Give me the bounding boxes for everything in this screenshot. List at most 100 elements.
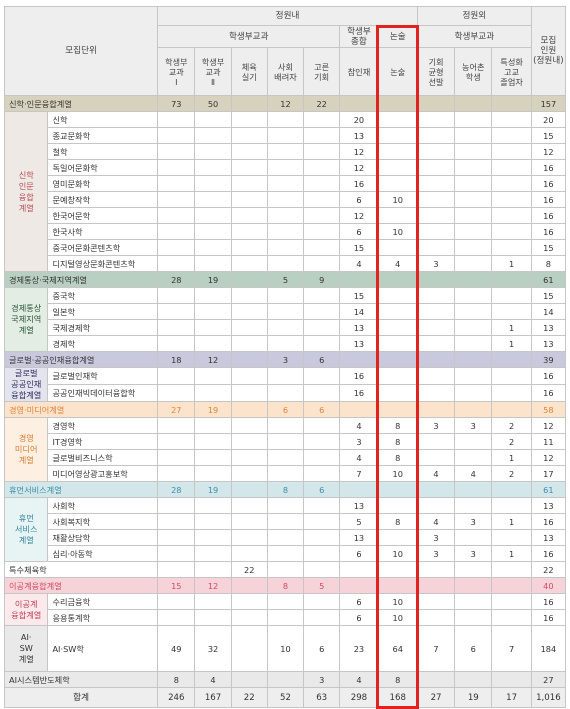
total-value: 298	[340, 688, 378, 708]
group-value	[231, 352, 267, 368]
cell-value	[231, 144, 267, 160]
cell-value: 8	[378, 418, 417, 434]
cell-value: 3	[417, 418, 454, 434]
group-name: 신학·인문융합계열	[5, 96, 158, 112]
cell-value	[158, 144, 195, 160]
cell-value	[304, 530, 340, 546]
cell-value	[231, 160, 267, 176]
cell-value	[231, 466, 267, 482]
cell-value	[231, 288, 267, 304]
cell-value: 13	[340, 128, 378, 144]
cell-value	[492, 304, 531, 320]
cell-value	[158, 336, 195, 352]
cell-value: 1	[492, 336, 531, 352]
cell-value	[378, 368, 417, 385]
unit-name: 종교문화학	[48, 128, 158, 144]
unit-name: 사회학	[48, 498, 158, 514]
cell-value	[378, 240, 417, 256]
cell-value	[195, 368, 231, 385]
cell-value: 3	[340, 434, 378, 450]
cell-value: 2	[492, 418, 531, 434]
header-in-quota: 정원내	[158, 7, 418, 26]
group-value: 5	[304, 578, 340, 594]
cell-value	[378, 336, 417, 352]
group-value: 50	[195, 96, 231, 112]
cell-value	[378, 176, 417, 192]
cell-value: 49	[158, 626, 195, 672]
cell-value	[455, 224, 492, 240]
category-label: 이공계 융합계열	[5, 594, 48, 626]
cell-value	[304, 256, 340, 272]
group-value: 61	[531, 482, 565, 498]
group-name: 특수체육학	[5, 562, 158, 578]
cell-value	[417, 224, 454, 240]
cell-value	[304, 450, 340, 466]
cell-value: 16	[531, 514, 565, 530]
cell-value	[417, 368, 454, 385]
cell-value: 2	[492, 434, 531, 450]
cell-value	[158, 530, 195, 546]
cell-value: 15	[531, 288, 565, 304]
group-value: 58	[531, 402, 565, 418]
cell-value	[455, 304, 492, 320]
cell-value	[304, 128, 340, 144]
group-value: 3	[304, 672, 340, 688]
unit-name: 중국어문화콘텐츠학	[48, 240, 158, 256]
group-value	[340, 96, 378, 112]
cell-value: 15	[340, 288, 378, 304]
cell-value	[304, 434, 340, 450]
cell-value	[231, 450, 267, 466]
group-value: 12	[267, 96, 303, 112]
subheader-c3: 체육 실기	[231, 48, 267, 96]
cell-value	[492, 144, 531, 160]
cell-value	[158, 176, 195, 192]
cell-value	[378, 208, 417, 224]
cell-value	[195, 336, 231, 352]
group-value	[417, 562, 454, 578]
cell-value	[267, 176, 303, 192]
group-value: 8	[378, 672, 417, 688]
cell-value: 3	[455, 418, 492, 434]
cell-value: 15	[340, 240, 378, 256]
group-value	[417, 482, 454, 498]
cell-value	[378, 144, 417, 160]
cell-value	[492, 240, 531, 256]
cell-value	[417, 192, 454, 208]
group-name: 글로벌·공공인재융합계열	[5, 352, 158, 368]
category-label: 경제통상 국제지역 계열	[5, 288, 48, 352]
cell-value	[304, 418, 340, 434]
group-value	[378, 352, 417, 368]
cell-value	[231, 434, 267, 450]
cell-value	[231, 256, 267, 272]
cell-value	[231, 336, 267, 352]
group-value	[304, 562, 340, 578]
cell-value	[304, 192, 340, 208]
subheader-c6: 참인재	[340, 48, 378, 96]
cell-value	[158, 304, 195, 320]
cell-value: 13	[340, 336, 378, 352]
unit-name: 일본학	[48, 304, 158, 320]
cell-value: 16	[531, 546, 565, 562]
cell-value	[195, 594, 231, 610]
group-value	[417, 96, 454, 112]
cell-value	[267, 192, 303, 208]
cell-value	[455, 498, 492, 514]
category-label: 신학 인문 융합 계열	[5, 112, 48, 272]
cell-value	[267, 594, 303, 610]
subheader-c5: 고른 기회	[304, 48, 340, 96]
cell-value	[267, 256, 303, 272]
group-value: 8	[158, 672, 195, 688]
cell-value	[195, 192, 231, 208]
group-value	[340, 402, 378, 418]
group-value	[492, 562, 531, 578]
cell-value	[417, 288, 454, 304]
cell-value	[417, 128, 454, 144]
cell-value	[304, 514, 340, 530]
cell-value	[231, 112, 267, 128]
